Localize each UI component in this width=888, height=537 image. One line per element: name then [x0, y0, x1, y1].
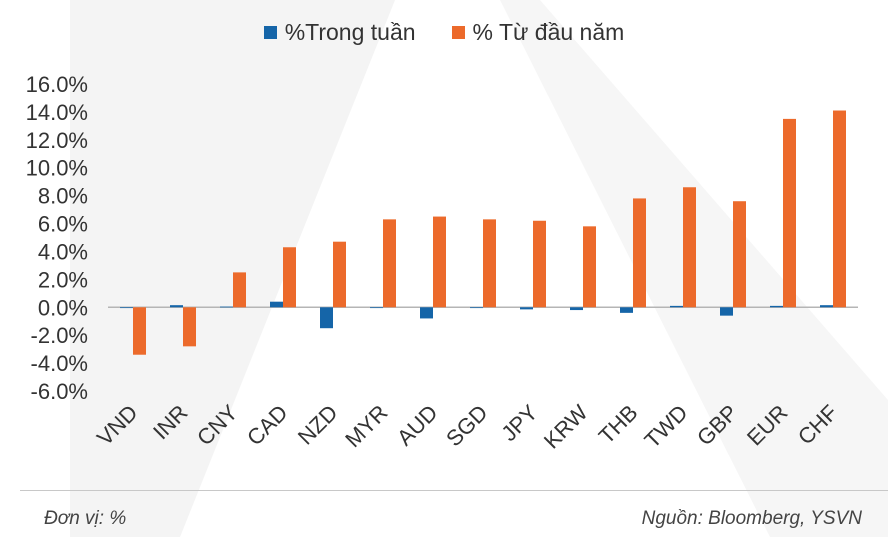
bar-ytd-myr: [383, 219, 396, 308]
bar-weekly-chf: [820, 305, 833, 308]
bar-ytd-krw: [583, 226, 596, 308]
bar-weekly-gbp: [720, 307, 733, 316]
x-tick-label-myr: MYR: [340, 400, 392, 452]
bar-ytd-inr: [183, 307, 196, 347]
bar-weekly-cny: [220, 306, 233, 308]
bar-ytd-aud: [433, 216, 446, 308]
x-tick-label-nzd: NZD: [293, 400, 343, 450]
x-tick-label-sgd: SGD: [441, 400, 492, 451]
bar-weekly-nzd: [320, 307, 333, 329]
y-tick-label: 12.0%: [26, 128, 88, 153]
bar-weekly-twd: [670, 305, 683, 308]
source-note: Nguồn: Bloomberg, YSVN: [641, 508, 862, 529]
x-tick-label-aud: AUD: [392, 400, 443, 451]
y-tick-label: 14.0%: [26, 100, 88, 125]
bar-ytd-gbp: [733, 201, 746, 308]
bar-weekly-inr: [170, 305, 183, 308]
y-tick-label: -2.0%: [31, 323, 88, 348]
bar-ytd-eur: [783, 118, 796, 308]
y-tick-label: 6.0%: [38, 212, 88, 237]
bar-weekly-cad: [270, 301, 283, 308]
bar-ytd-twd: [683, 187, 696, 308]
bar-ytd-cad: [283, 247, 296, 308]
y-tick-label: 10.0%: [26, 156, 88, 181]
y-tick-label: -6.0%: [31, 379, 88, 404]
x-tick-label-krw: KRW: [539, 400, 593, 454]
chart-footer: Đơn vị: % Nguồn: Bloomberg, YSVN: [0, 490, 888, 537]
bar-weekly-aud: [420, 307, 433, 319]
bar-weekly-vnd: [120, 307, 133, 309]
bar-weekly-jpy: [520, 307, 533, 310]
bar-ytd-jpy: [533, 220, 546, 308]
legend-label-ytd: % Từ đầu năm: [472, 19, 625, 45]
legend-swatch-weekly: [263, 26, 277, 39]
bar-ytd-nzd: [333, 241, 346, 308]
bar-weekly-sgd: [470, 307, 483, 309]
bar-weekly-eur: [770, 305, 783, 308]
y-tick-label: 0.0%: [38, 295, 88, 320]
bar-ytd-sgd: [483, 219, 496, 308]
bar-weekly-krw: [570, 307, 583, 311]
bar-weekly-thb: [620, 307, 633, 313]
x-tick-label-twd: TWD: [639, 400, 692, 453]
y-tick-label: -4.0%: [31, 351, 88, 376]
series-weekly-bars: [120, 301, 833, 329]
chart-legend: %Trong tuần % Từ đầu năm: [0, 19, 888, 46]
x-tick-label-cad: CAD: [242, 400, 293, 451]
legend-item-weekly: %Trong tuần: [263, 19, 416, 46]
legend-label-weekly: %Trong tuần: [284, 19, 416, 45]
series-ytd-bars: [133, 110, 846, 355]
y-axis-tick-labels: 16.0% 14.0% 12.0% 10.0% 8.0% 6.0%4.0% 2.0% 0.0%…: [26, 72, 88, 404]
unit-note: Đơn vị: %: [44, 508, 127, 529]
background-triangle-shape: [70, 0, 395, 537]
y-tick-label: 8.0%: [38, 184, 88, 209]
y-tick-label: 16.0%: [26, 72, 88, 97]
bar-ytd-chf: [833, 110, 846, 308]
x-tick-label-jpy: JPY: [496, 400, 542, 446]
y-tick-label: 2.0%: [38, 267, 88, 292]
y-tick-label: 4.0%: [38, 239, 88, 264]
bar-ytd-thb: [633, 198, 646, 308]
bar-ytd-cny: [233, 272, 246, 308]
bar-ytd-vnd: [133, 307, 146, 355]
x-tick-label-thb: THB: [594, 400, 643, 449]
legend-swatch-ytd: [451, 26, 465, 39]
legend-item-ytd: % Từ đầu năm: [451, 19, 625, 46]
bar-weekly-myr: [370, 307, 383, 309]
footer-divider: [20, 490, 888, 491]
